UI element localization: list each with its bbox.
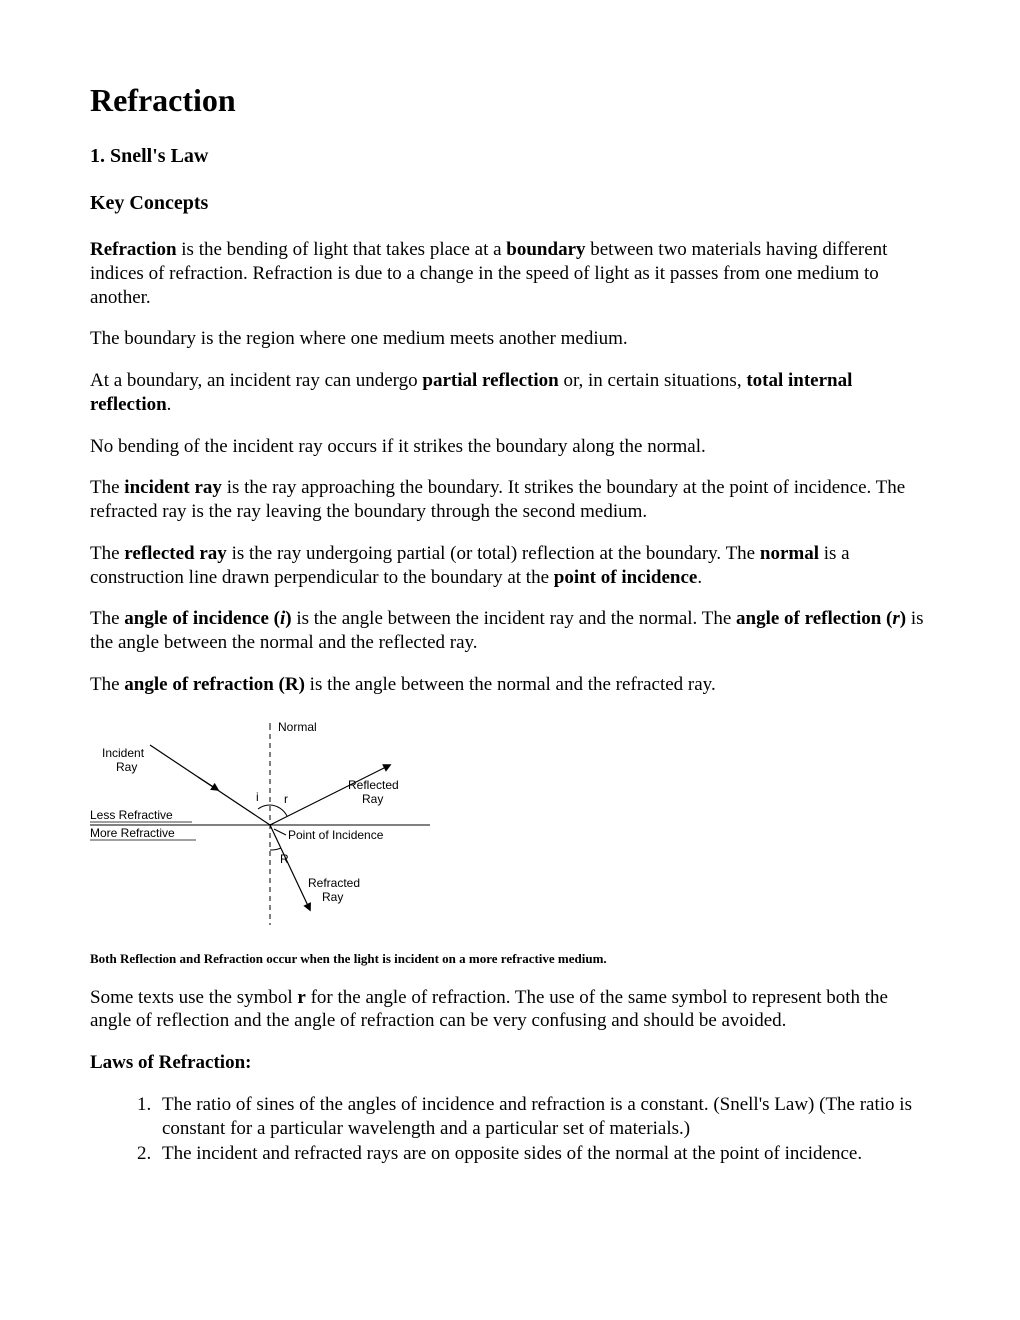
bold-term: angle of reflection (r) xyxy=(736,608,906,629)
svg-text:r: r xyxy=(284,792,288,806)
page-title: Refraction xyxy=(90,80,930,120)
section-heading-snells-law: 1. Snell's Law xyxy=(90,144,930,169)
svg-text:Reflected: Reflected xyxy=(348,778,399,792)
svg-text:Ray: Ray xyxy=(322,890,343,904)
bold-term: r xyxy=(297,987,305,1008)
bold-term: angle of incidence (i) xyxy=(124,608,291,629)
bold-term: incident ray xyxy=(124,477,222,498)
list-item: The ratio of sines of the angles of inci… xyxy=(156,1093,930,1141)
bold-term: partial reflection xyxy=(422,370,558,391)
paragraph-no-bending: No bending of the incident ray occurs if… xyxy=(90,435,930,459)
bold-term: angle of refraction (R) xyxy=(124,674,305,695)
svg-text:R: R xyxy=(280,852,289,866)
svg-text:Point of Incidence: Point of Incidence xyxy=(288,828,384,842)
paragraph-angle-refraction: The angle of refraction (R) is the angle… xyxy=(90,673,930,697)
svg-text:Refracted: Refracted xyxy=(308,876,360,890)
paragraph-partial-reflection: At a boundary, an incident ray can under… xyxy=(90,369,930,417)
refraction-diagram: NormalIncidentRayReflectedRayLess Refrac… xyxy=(90,715,930,942)
diagram-caption: Both Reflection and Refraction occur whe… xyxy=(90,951,930,967)
bold-term: boundary xyxy=(506,239,585,260)
laws-list: The ratio of sines of the angles of inci… xyxy=(90,1093,930,1166)
bold-term: Refraction xyxy=(90,239,177,260)
paragraph-reflected-ray: The reflected ray is the ray undergoing … xyxy=(90,542,930,590)
paragraph-angle-incidence: The angle of incidence (i) is the angle … xyxy=(90,607,930,655)
svg-text:Incident: Incident xyxy=(102,746,145,760)
paragraph-symbol-note: Some texts use the symbol r for the angl… xyxy=(90,986,930,1034)
section-heading-key-concepts: Key Concepts xyxy=(90,191,930,216)
laws-heading: Laws of Refraction: xyxy=(90,1051,930,1075)
bold-term: normal xyxy=(760,543,819,564)
svg-text:Normal: Normal xyxy=(278,720,317,734)
paragraph-boundary: The boundary is the region where one med… xyxy=(90,327,930,351)
svg-text:i: i xyxy=(256,790,259,804)
paragraph-incident-ray: The incident ray is the ray approaching … xyxy=(90,476,930,524)
bold-term: reflected ray xyxy=(124,543,227,564)
svg-text:Less Refractive: Less Refractive xyxy=(90,808,173,822)
bold-term: point of incidence xyxy=(554,567,698,588)
paragraph-refraction-def: Refraction is the bending of light that … xyxy=(90,238,930,309)
svg-text:Ray: Ray xyxy=(362,792,383,806)
list-item: The incident and refracted rays are on o… xyxy=(156,1142,930,1166)
svg-text:Ray: Ray xyxy=(116,760,137,774)
svg-text:More Refractive: More Refractive xyxy=(90,826,175,840)
